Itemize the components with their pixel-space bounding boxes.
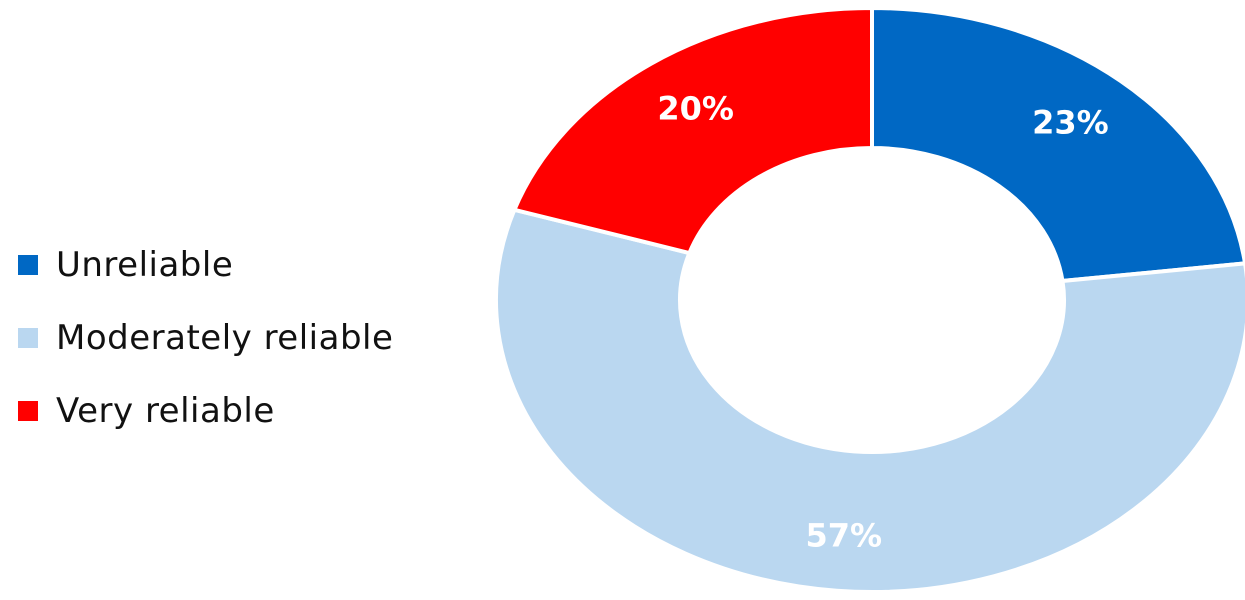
chart-legend: Unreliable Moderately reliable Very reli… — [18, 228, 498, 447]
donut-slice-moderately-reliable — [494, 207, 1245, 594]
data-label-unreliable: 23% — [1032, 104, 1109, 142]
legend-item-very-reliable: Very reliable — [18, 374, 498, 447]
legend-item-moderately-reliable: Moderately reliable — [18, 301, 498, 374]
donut-slices — [494, 5, 1245, 594]
legend-label-very-reliable: Very reliable — [56, 390, 275, 431]
legend-swatch-very-reliable — [18, 400, 38, 421]
legend-label-unreliable: Unreliable — [56, 244, 234, 285]
donut-data-labels: 23% 57% 20% — [657, 90, 1108, 555]
legend-label-moderately-reliable: Moderately reliable — [56, 317, 394, 358]
donut-slice-unreliable — [870, 5, 1245, 284]
legend-swatch-unreliable — [18, 254, 38, 275]
data-label-moderately-reliable: 57% — [805, 517, 882, 555]
data-label-very-reliable: 20% — [657, 90, 734, 128]
donut-slice-very-reliable — [511, 5, 874, 256]
legend-swatch-moderately-reliable — [18, 327, 38, 348]
legend-item-unreliable: Unreliable — [18, 228, 498, 301]
